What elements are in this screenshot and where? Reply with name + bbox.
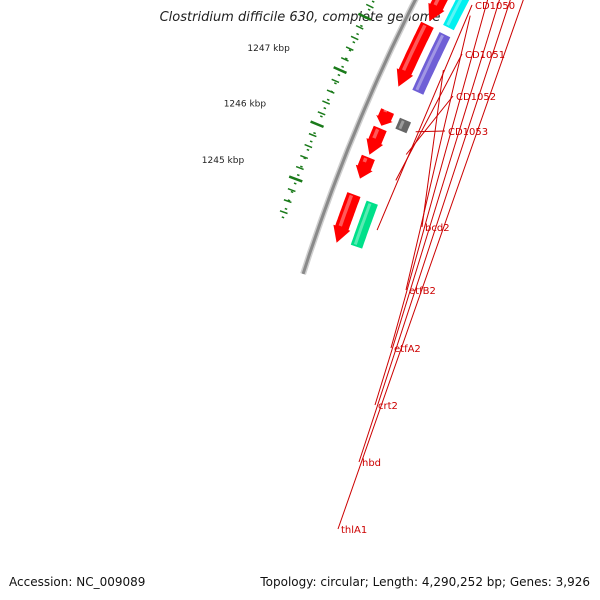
accession-text: Accession: NC_009089 bbox=[9, 575, 148, 589]
gene-arrow bbox=[355, 154, 375, 179]
ruler-minor-tick bbox=[345, 46, 354, 52]
ruler-minor-tick bbox=[365, 3, 374, 9]
ruler-minor-tick bbox=[300, 154, 309, 160]
ruler-minor-tick bbox=[279, 210, 288, 215]
ruler-minor-tick bbox=[355, 24, 364, 30]
cog-block-highlight bbox=[415, 34, 444, 91]
gene-arrow-highlight bbox=[338, 194, 354, 227]
gene-track bbox=[333, 0, 448, 243]
ruler-major-tick bbox=[288, 175, 303, 183]
ruler-tick-label: 1245 kbp bbox=[202, 156, 245, 166]
gene-label-leader bbox=[405, 95, 454, 155]
gene-arrow-highlight bbox=[362, 157, 368, 163]
gene-label: CD1051 bbox=[465, 50, 505, 61]
ruler-major-tick bbox=[357, 12, 372, 21]
ruler-tick-label: 1246 kbp bbox=[224, 100, 267, 110]
backbone bbox=[300, 0, 419, 275]
ruler-minor-tick bbox=[326, 89, 335, 94]
gene-label-leader bbox=[415, 130, 446, 133]
gene-label-leader bbox=[376, 4, 473, 231]
gene-label: etfA2 bbox=[394, 344, 421, 355]
cog-block bbox=[443, 0, 470, 31]
backbone-line bbox=[301, 0, 418, 275]
gene-label: crt2 bbox=[378, 401, 398, 412]
ruler-minor-tick bbox=[287, 187, 296, 193]
gene-arrow bbox=[376, 108, 394, 126]
ruler-tick-label: 1247 kbp bbox=[247, 44, 290, 54]
map-title: Clostridium difficile 630, complete geno… bbox=[159, 10, 441, 25]
cog-block-highlight bbox=[353, 203, 372, 245]
gene-label-leader bbox=[395, 53, 463, 181]
ruler-major-tick bbox=[310, 120, 325, 129]
gene-label: etfB2 bbox=[409, 286, 436, 297]
ruler-minor-tick bbox=[308, 132, 317, 138]
ruler-major-tick bbox=[333, 66, 347, 75]
gene-arrow-highlight bbox=[433, 0, 440, 6]
gene-arrow bbox=[396, 21, 434, 87]
gene-arrow bbox=[366, 125, 387, 155]
ruler-minor-tick bbox=[283, 199, 292, 204]
ruler-minor-tick bbox=[331, 78, 340, 84]
ruler-minor-tick bbox=[322, 100, 331, 105]
gene-arrow bbox=[333, 192, 361, 243]
gene-label: thlA1 bbox=[341, 525, 367, 536]
gene-label: CD1050 bbox=[475, 1, 515, 12]
gene-arrow-highlight bbox=[402, 24, 427, 71]
gene-arrow-highlight bbox=[383, 108, 388, 113]
gene-labels: CD1050 CD1051 CD1052 CD1053 bcd2 etfB2 etfA2 cr… bbox=[337, 0, 524, 536]
gene-label: bcd2 bbox=[425, 223, 450, 234]
gene-label: CD1053 bbox=[448, 127, 488, 138]
gene-arrow bbox=[428, 0, 448, 22]
gene-label-leader bbox=[358, 0, 511, 463]
genome-summary-text: Topology: circular; Length: 4,290,252 bp… bbox=[258, 575, 590, 589]
cog-track bbox=[350, 0, 470, 249]
cog-block bbox=[412, 32, 451, 95]
gene-label-leader bbox=[421, 69, 444, 228]
ruler-minor-tick bbox=[350, 35, 359, 41]
ruler-minor-tick bbox=[295, 165, 304, 171]
cog-block-highlight bbox=[446, 0, 463, 26]
ruler-minor-tick bbox=[317, 111, 326, 116]
ruler-minor-tick bbox=[340, 57, 349, 62]
gene-arrow-highlight bbox=[372, 128, 380, 139]
gene-label: hbd bbox=[362, 458, 381, 469]
gene-label-leader bbox=[390, 0, 489, 349]
gene-label-leader bbox=[337, 0, 524, 530]
cog-block-highlight bbox=[398, 120, 405, 130]
ruler-minor-tick bbox=[304, 143, 313, 149]
gene-label: CD1052 bbox=[456, 92, 496, 103]
cog-block bbox=[395, 117, 411, 134]
gene-label-leader bbox=[405, 15, 471, 291]
cog-block bbox=[350, 200, 378, 249]
gene-label-leader bbox=[374, 0, 500, 406]
